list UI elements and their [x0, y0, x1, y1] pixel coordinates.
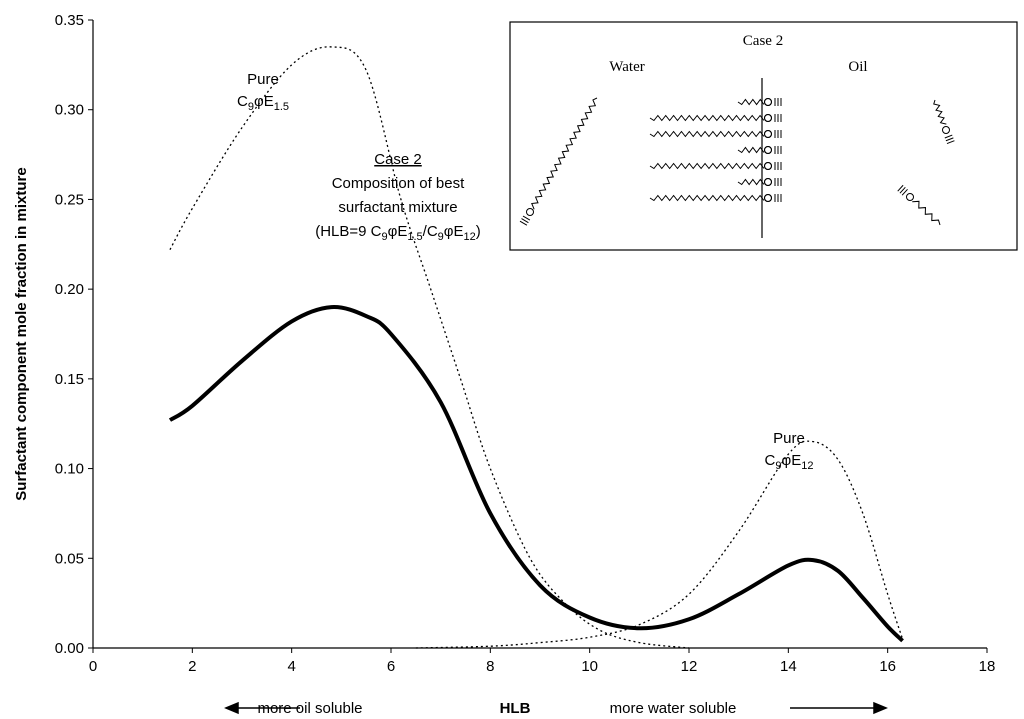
inset-label: Oil — [848, 59, 867, 75]
y-tick-label: 0.30 — [55, 102, 84, 119]
head-tick — [901, 188, 908, 196]
annotation-part: 9 — [438, 231, 444, 243]
tail — [737, 98, 765, 106]
annotation-part: 9 — [248, 101, 254, 113]
annotation-part: φE — [254, 93, 274, 110]
annotation: Composition of best — [332, 175, 465, 192]
annotation: C9φE1.5 — [237, 93, 289, 113]
arrow — [224, 701, 888, 715]
head-group — [942, 126, 950, 134]
tail — [649, 114, 765, 122]
x-tick-label: 12 — [681, 658, 698, 675]
x-tick-label: 6 — [387, 658, 395, 675]
tail — [933, 99, 947, 125]
annotation-part: φE — [444, 223, 464, 240]
x-tick-label: 4 — [287, 658, 295, 675]
tail — [649, 162, 765, 170]
head-group — [526, 208, 534, 216]
annotation-part: φE — [388, 223, 408, 240]
head-group — [764, 130, 772, 138]
annotation-part: C — [237, 93, 248, 110]
inset-label: Water — [609, 59, 644, 75]
annotation-part: 9 — [775, 460, 781, 472]
y-tick-label: 0.25 — [55, 191, 84, 208]
tail — [912, 200, 941, 226]
annotation-part: Case 2 — [374, 151, 422, 168]
series-line — [415, 440, 904, 649]
x-tick-label: 0 — [89, 658, 97, 675]
x-tick-label: 14 — [780, 658, 797, 675]
x-tick-label: 10 — [581, 658, 598, 675]
annotation: Pure — [773, 430, 805, 447]
annotation-part: φE — [781, 452, 801, 469]
head-group — [764, 114, 772, 122]
annotation-part: 1.5 — [274, 101, 289, 113]
head-group — [764, 146, 772, 154]
y-tick-label: 0.00 — [55, 640, 84, 657]
tail — [737, 146, 765, 154]
head-group — [906, 193, 914, 201]
annotation-part: ) — [476, 223, 481, 240]
x-tick-label: 16 — [879, 658, 896, 675]
head-group — [764, 98, 772, 106]
y-tick-label: 0.15 — [55, 371, 84, 388]
tail — [649, 194, 765, 202]
head-group — [764, 162, 772, 170]
head-tick — [899, 186, 906, 194]
annotation-part: Pure — [773, 430, 805, 447]
head-group — [764, 194, 772, 202]
annotation: (HLB=9 C9φE1.5/C9φE12) — [315, 223, 481, 243]
ylabel: Surfactant component mole fraction in mi… — [13, 167, 30, 500]
annotation-part: C — [765, 452, 776, 469]
annotation-part: (HLB=9 C — [315, 223, 381, 240]
annotation-part: 9 — [382, 231, 388, 243]
head-tick — [522, 215, 531, 221]
annotation-part: Composition of best — [332, 175, 465, 192]
series-line — [168, 305, 904, 643]
x-tick-label: 8 — [486, 658, 494, 675]
series-line — [169, 46, 690, 649]
molecules — [519, 97, 955, 226]
head-tick — [946, 140, 955, 145]
annotation-part: /C — [423, 223, 438, 240]
annotation-part: 1.5 — [407, 231, 422, 243]
y-tick-label: 0.05 — [55, 550, 84, 567]
inset-title: Case 2 — [743, 33, 783, 49]
annotation-part: Pure — [247, 71, 279, 88]
tail — [649, 130, 765, 138]
head-tick — [945, 137, 954, 142]
direction-note: more water soluble — [610, 700, 737, 717]
head-tick — [519, 220, 528, 226]
head-tick — [897, 184, 904, 192]
tail — [737, 178, 765, 186]
y-tick-label: 0.20 — [55, 281, 84, 298]
head-group — [764, 178, 772, 186]
annotation: surfactant mixture — [338, 199, 457, 216]
xlabel: HLB — [500, 700, 531, 717]
annotation-part: surfactant mixture — [338, 199, 457, 216]
head-tick — [944, 134, 953, 139]
annotation-part: 12 — [801, 460, 813, 472]
annotation-part: 12 — [464, 231, 476, 243]
tail — [531, 97, 598, 210]
head-tick — [521, 218, 529, 224]
annotation: Pure — [247, 71, 279, 88]
y-tick-label: 0.10 — [55, 461, 84, 478]
y-tick-label: 0.35 — [55, 12, 84, 29]
annotation: C9φE12 — [765, 452, 814, 472]
x-tick-label: 18 — [979, 658, 996, 675]
annotation: Case 2 — [374, 151, 422, 168]
x-tick-label: 2 — [188, 658, 196, 675]
direction-note: more oil soluble — [257, 700, 362, 717]
